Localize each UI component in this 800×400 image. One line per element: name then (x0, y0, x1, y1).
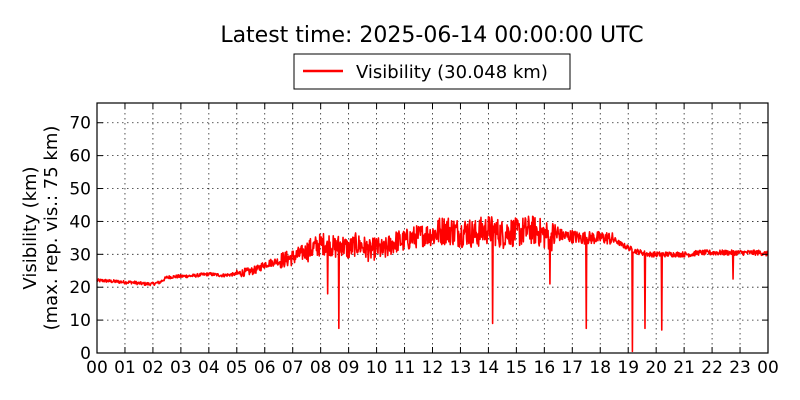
x-tick-label: 00 (86, 358, 108, 378)
y-axis-label: Visibility (km) (20, 166, 41, 289)
x-tick-label: 07 (282, 358, 304, 378)
x-tick-label: 17 (561, 358, 583, 378)
y-tick-label: 60 (69, 147, 91, 167)
legend: Visibility (30.048 km) (293, 53, 571, 90)
x-tick-label: 22 (701, 358, 723, 378)
legend-label: Visibility (30.048 km) (356, 62, 548, 83)
x-tick-label: 09 (338, 358, 360, 378)
y-tick-label: 50 (69, 180, 91, 200)
y-tick-label: 10 (69, 311, 91, 331)
y-axis-sublabel: (max. rep. vis.: 75 km) (41, 126, 62, 331)
x-tick-label: 04 (198, 358, 220, 378)
x-tick-label: 12 (422, 358, 444, 378)
x-tick-label: 19 (617, 358, 639, 378)
y-tick-label: 20 (69, 278, 91, 298)
y-tick-label: 40 (69, 212, 91, 232)
visibility-series-line (96, 215, 769, 353)
x-tick-label: 23 (729, 358, 751, 378)
plot-frame (96, 102, 769, 354)
x-tick-label: 01 (114, 358, 136, 378)
y-tick-label: 30 (69, 245, 91, 265)
x-tick-label: 16 (534, 358, 556, 378)
x-tick-label: 02 (142, 358, 164, 378)
x-tick-label: 10 (366, 358, 388, 378)
x-tick-label: 18 (589, 358, 611, 378)
grid (97, 103, 768, 353)
x-tick-label: 05 (226, 358, 248, 378)
x-tick-label: 20 (645, 358, 667, 378)
y-tick-label: 0 (80, 344, 91, 364)
x-tick-label: 06 (254, 358, 276, 378)
y-tick-label: 70 (69, 114, 91, 134)
x-tick-label: 03 (170, 358, 192, 378)
x-tick-label: 11 (394, 358, 416, 378)
axes: 0 10 20 30 40 50 60 70 00 01 02 03 04 05 06 07 08 09 10 11 1… (69, 102, 779, 378)
x-tick-label: 00 (757, 358, 779, 378)
x-tick-label: 14 (478, 358, 500, 378)
x-tick-label: 21 (673, 358, 695, 378)
x-tick-label: 13 (450, 358, 472, 378)
chart-title: Latest time: 2025-06-14 00:00:00 UTC (220, 23, 643, 48)
x-tick-label: 15 (506, 358, 528, 378)
x-tick-label: 08 (310, 358, 332, 378)
